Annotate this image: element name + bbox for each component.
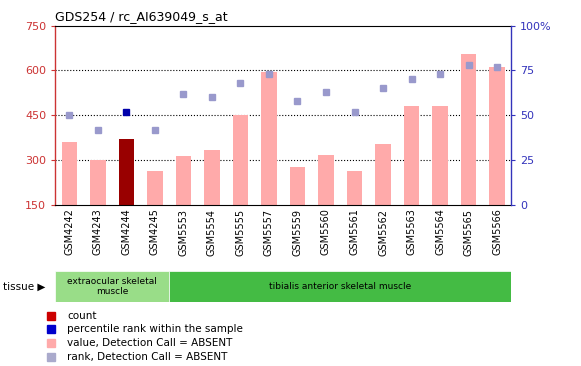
Bar [55, 271, 169, 302]
Bar [290, 167, 306, 205]
Bar [232, 115, 248, 205]
Text: GSM5565: GSM5565 [464, 209, 474, 255]
Text: GSM5553: GSM5553 [178, 209, 188, 255]
Text: count: count [67, 311, 96, 321]
Bar [375, 144, 391, 205]
Bar [432, 106, 448, 205]
Text: percentile rank within the sample: percentile rank within the sample [67, 324, 243, 335]
Bar [90, 160, 106, 205]
Text: GSM5562: GSM5562 [378, 209, 388, 255]
Bar [489, 67, 505, 205]
Text: GSM4244: GSM4244 [121, 209, 131, 255]
Text: extraocular skeletal
muscle: extraocular skeletal muscle [67, 277, 157, 296]
Bar [175, 156, 191, 205]
Text: GDS254 / rc_AI639049_s_at: GDS254 / rc_AI639049_s_at [55, 10, 228, 23]
Bar [204, 150, 220, 205]
Text: GSM5559: GSM5559 [292, 209, 303, 255]
Text: GSM4245: GSM4245 [150, 209, 160, 255]
Text: GSM4242: GSM4242 [64, 209, 74, 255]
Text: GSM5564: GSM5564 [435, 209, 445, 255]
Text: GSM4243: GSM4243 [93, 209, 103, 255]
Text: GSM5560: GSM5560 [321, 209, 331, 255]
Bar [169, 271, 511, 302]
Text: GSM5566: GSM5566 [492, 209, 502, 255]
Bar [318, 155, 334, 205]
Text: GSM5555: GSM5555 [235, 209, 246, 256]
Text: rank, Detection Call = ABSENT: rank, Detection Call = ABSENT [67, 352, 227, 362]
Text: GSM5563: GSM5563 [407, 209, 417, 255]
Text: GSM5557: GSM5557 [264, 209, 274, 256]
Bar [147, 171, 163, 205]
Bar [62, 142, 77, 205]
Bar [347, 172, 363, 205]
Bar [404, 106, 419, 205]
Text: GSM5561: GSM5561 [350, 209, 360, 255]
Text: tibialis anterior skeletal muscle: tibialis anterior skeletal muscle [269, 282, 411, 291]
Bar [261, 72, 277, 205]
Text: value, Detection Call = ABSENT: value, Detection Call = ABSENT [67, 338, 232, 348]
Bar [461, 54, 476, 205]
Bar [119, 139, 134, 205]
Text: GSM5554: GSM5554 [207, 209, 217, 255]
Text: tissue ▶: tissue ▶ [3, 281, 45, 291]
